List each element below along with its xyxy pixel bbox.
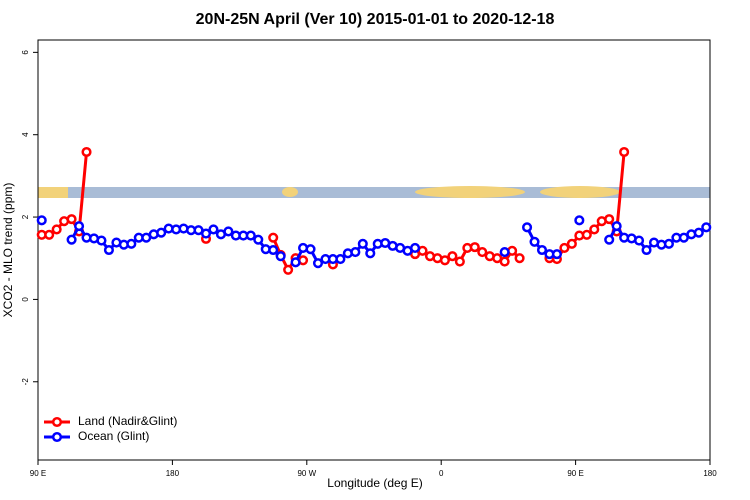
- x-tick-label: 90 E: [30, 469, 46, 478]
- series-line: [41, 151, 626, 273]
- point: [551, 249, 562, 260]
- point: [208, 224, 219, 235]
- point: [200, 228, 212, 239]
- point: [253, 234, 264, 245]
- point: [604, 214, 615, 225]
- x-tick-label: 0: [439, 469, 444, 478]
- point: [51, 224, 62, 235]
- point: [66, 214, 77, 225]
- point: [126, 238, 137, 249]
- plot-frame: [37, 39, 711, 461]
- point: [245, 230, 256, 241]
- x-tick-label: 180: [166, 469, 180, 478]
- point: [66, 234, 77, 245]
- point: [365, 248, 376, 259]
- chart-title: 20N-25N April (Ver 10) 2015-01-01 to 202…: [196, 11, 555, 28]
- point: [290, 257, 301, 268]
- y-tick-label: -2: [21, 378, 30, 386]
- point: [522, 222, 533, 233]
- point: [469, 242, 480, 253]
- y-tick-label: 2: [21, 214, 30, 219]
- point: [663, 238, 674, 249]
- point: [305, 244, 316, 255]
- point: [96, 235, 107, 246]
- x-tick-label: 90 W: [297, 469, 316, 478]
- y-tick-label: 6: [21, 50, 30, 55]
- y-tick-label: 4: [21, 132, 30, 137]
- x-tick-label: 180: [703, 469, 717, 478]
- point: [634, 235, 645, 246]
- point: [312, 258, 324, 269]
- point: [350, 247, 361, 258]
- point: [566, 238, 577, 249]
- legend-label: Ocean (Glint): [78, 429, 149, 443]
- point: [499, 256, 510, 267]
- point: [499, 247, 510, 258]
- point: [529, 236, 540, 247]
- point: [514, 253, 525, 264]
- point: [223, 226, 234, 237]
- point: [103, 244, 114, 256]
- point: [36, 215, 47, 226]
- point: [335, 254, 346, 265]
- y-tick-label: 0: [21, 297, 30, 302]
- point: [536, 244, 548, 256]
- y-axis-label: XCO2 - MLO trend (ppm): [1, 183, 15, 318]
- point: [611, 221, 622, 232]
- legend-label: Land (Nadir&Glint): [78, 414, 177, 428]
- point: [454, 256, 465, 267]
- point: [604, 234, 615, 245]
- point: [268, 244, 279, 256]
- point: [275, 251, 286, 262]
- point: [439, 255, 450, 266]
- point: [559, 242, 570, 253]
- point: [701, 222, 712, 233]
- point: [619, 146, 630, 158]
- point: [156, 227, 167, 238]
- point: [574, 215, 585, 226]
- point: [283, 264, 294, 275]
- map-strip: [38, 186, 710, 198]
- x-axis-label: Longitude (deg E): [327, 476, 422, 490]
- point: [44, 229, 55, 240]
- point: [74, 221, 85, 232]
- point: [589, 224, 600, 235]
- legend-marker: [51, 431, 63, 443]
- point: [581, 229, 592, 240]
- point: [477, 247, 488, 258]
- legend-marker: [51, 416, 63, 428]
- x-tick-label: 90 E: [567, 469, 583, 478]
- point: [81, 146, 92, 158]
- point: [447, 251, 458, 262]
- point: [357, 238, 368, 249]
- point: [641, 244, 652, 256]
- point: [410, 242, 421, 253]
- point: [268, 232, 279, 243]
- point: [693, 227, 704, 238]
